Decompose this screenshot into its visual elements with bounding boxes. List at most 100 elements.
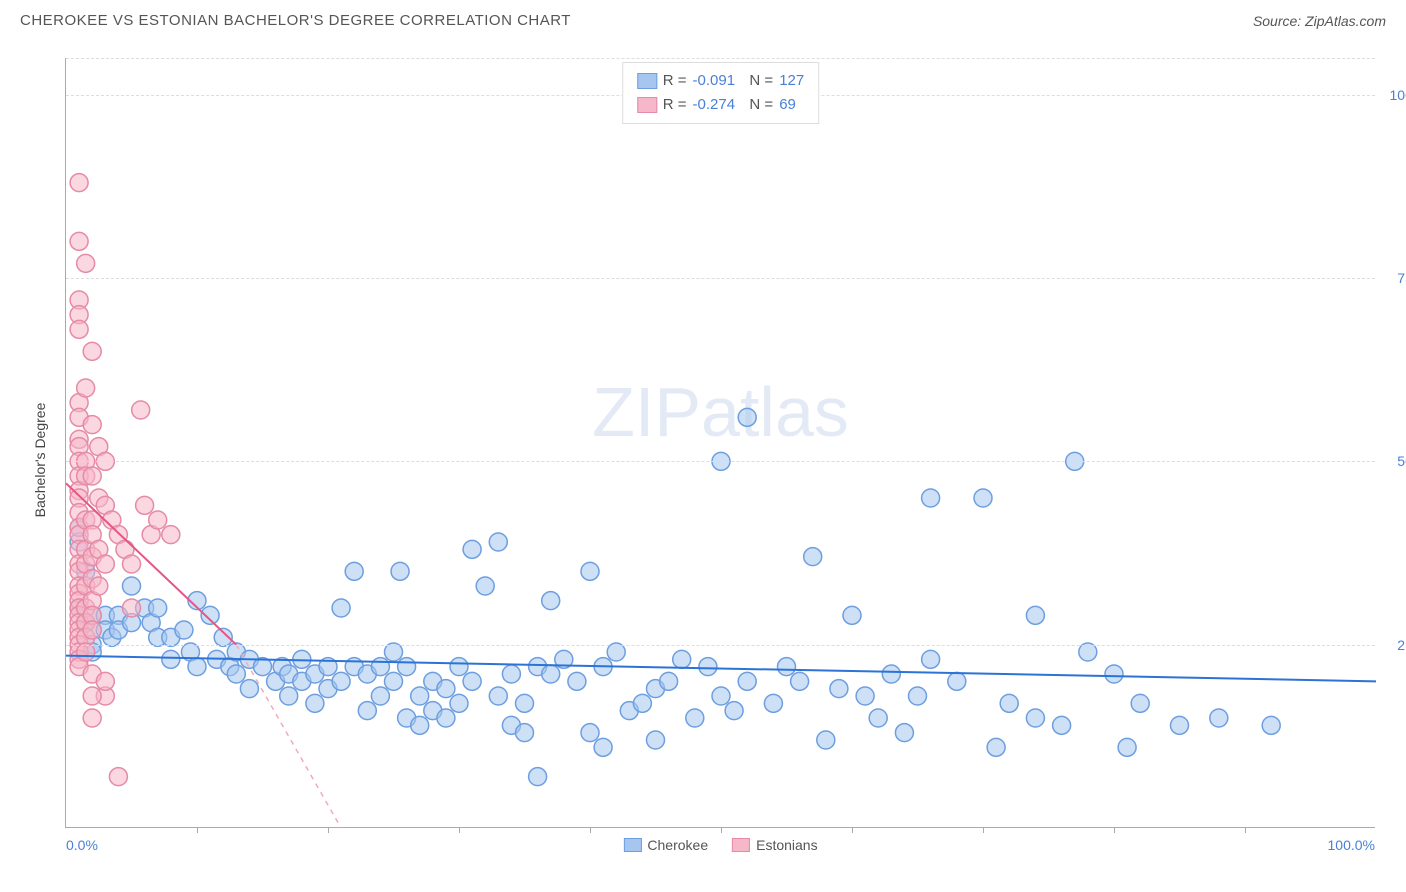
data-point — [489, 687, 507, 705]
data-point — [371, 658, 389, 676]
data-point — [306, 694, 324, 712]
data-point — [516, 724, 534, 742]
data-point — [83, 709, 101, 727]
data-point — [660, 672, 678, 690]
data-point — [516, 694, 534, 712]
data-point — [856, 687, 874, 705]
y-axis-title: Bachelor's Degree — [32, 403, 48, 518]
data-point — [882, 665, 900, 683]
y-tick-label: 50.0% — [1381, 453, 1406, 469]
legend-item-estonians: Estonians — [732, 837, 817, 853]
legend-swatch-icon — [623, 838, 641, 852]
legend-row-estonians: R = -0.274 N = 69 — [637, 93, 804, 117]
series-legend: Cherokee Estonians — [623, 837, 817, 853]
data-point — [77, 643, 95, 661]
y-tick-label: 100.0% — [1381, 87, 1406, 103]
data-point — [83, 467, 101, 485]
data-point — [411, 687, 429, 705]
data-point — [1118, 738, 1136, 756]
x-tick — [1245, 827, 1246, 833]
data-point — [1262, 716, 1280, 734]
data-point — [70, 232, 88, 250]
data-point — [489, 533, 507, 551]
data-point — [162, 526, 180, 544]
data-point — [987, 738, 1005, 756]
data-point — [371, 687, 389, 705]
data-point — [778, 658, 796, 676]
gridline — [66, 461, 1375, 462]
data-point — [332, 672, 350, 690]
data-point — [385, 672, 403, 690]
data-point — [738, 672, 756, 690]
data-point — [83, 621, 101, 639]
x-axis-min-label: 0.0% — [66, 837, 98, 853]
data-point — [581, 724, 599, 742]
x-tick — [459, 827, 460, 833]
x-axis-max-label: 100.0% — [1328, 837, 1375, 853]
data-point — [96, 555, 114, 573]
data-point — [83, 342, 101, 360]
data-point — [909, 687, 927, 705]
data-point — [201, 606, 219, 624]
data-point — [132, 401, 150, 419]
x-tick — [1114, 827, 1115, 833]
data-point — [463, 672, 481, 690]
data-point — [90, 577, 108, 595]
legend-swatch-estonians — [637, 97, 657, 113]
data-point — [804, 548, 822, 566]
chart-title: CHEROKEE VS ESTONIAN BACHELOR'S DEGREE C… — [20, 12, 571, 29]
data-point — [391, 562, 409, 580]
legend-swatch-icon — [732, 838, 750, 852]
data-point — [542, 665, 560, 683]
x-tick — [852, 827, 853, 833]
data-point — [712, 687, 730, 705]
data-point — [817, 731, 835, 749]
data-point — [437, 709, 455, 727]
data-point — [123, 577, 141, 595]
data-point — [948, 672, 966, 690]
data-point — [686, 709, 704, 727]
gridline — [66, 278, 1375, 279]
data-point — [136, 496, 154, 514]
gridline — [66, 645, 1375, 646]
data-point — [1171, 716, 1189, 734]
legend-row-cherokee: R = -0.091 N = 127 — [637, 69, 804, 93]
data-point — [895, 724, 913, 742]
data-point — [974, 489, 992, 507]
x-tick — [721, 827, 722, 833]
data-point — [725, 702, 743, 720]
data-point — [77, 254, 95, 272]
data-point — [463, 540, 481, 558]
data-point — [227, 665, 245, 683]
data-point — [96, 672, 114, 690]
data-point — [633, 694, 651, 712]
data-point — [149, 599, 167, 617]
source-attribution: Source: ZipAtlas.com — [1253, 13, 1386, 29]
data-point — [83, 687, 101, 705]
data-point — [450, 694, 468, 712]
data-point — [542, 592, 560, 610]
data-point — [764, 694, 782, 712]
legend-item-cherokee: Cherokee — [623, 837, 708, 853]
y-tick-label: 25.0% — [1381, 637, 1406, 653]
data-point — [476, 577, 494, 595]
data-point — [280, 687, 298, 705]
data-point — [1053, 716, 1071, 734]
x-tick — [197, 827, 198, 833]
data-point — [398, 658, 416, 676]
data-point — [162, 650, 180, 668]
data-point — [830, 680, 848, 698]
data-point — [922, 650, 940, 668]
data-point — [411, 716, 429, 734]
data-point — [738, 408, 756, 426]
data-point — [437, 680, 455, 698]
data-point — [332, 599, 350, 617]
data-point — [1105, 665, 1123, 683]
data-point — [502, 665, 520, 683]
x-tick — [328, 827, 329, 833]
data-point — [450, 658, 468, 676]
data-point — [1079, 643, 1097, 661]
data-point — [1131, 694, 1149, 712]
data-point — [869, 709, 887, 727]
plot-area: ZIPatlas R = -0.091 N = 127 R = -0.274 N… — [65, 58, 1375, 828]
